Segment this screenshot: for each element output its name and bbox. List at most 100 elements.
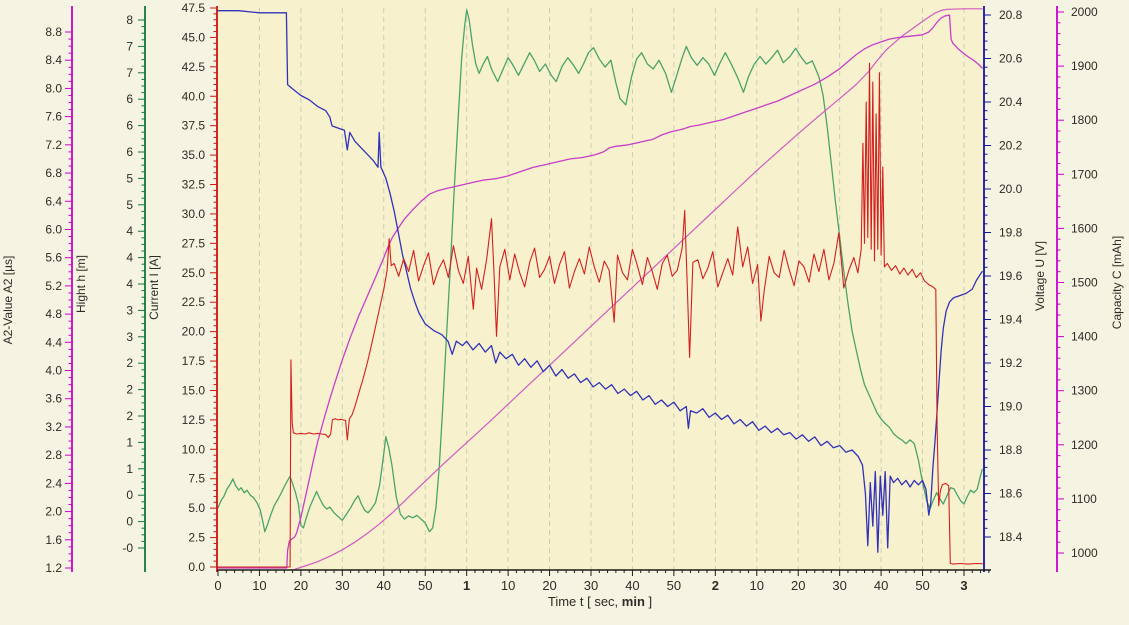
- axis-current-title: Current I [A]: [147, 255, 161, 320]
- axis-a2-tick-label: 5.6: [45, 251, 62, 265]
- axis-voltage-tick-label: 20.6: [999, 52, 1023, 66]
- x-axis: 0 10 20 30 40 50 1 10 20 30 40 50 2 10 20 30 40 50 3 Time t…: [214, 569, 991, 609]
- axis-capacity-tick-label: 1300: [1071, 384, 1098, 398]
- axis-capacity-tick-label: 1400: [1071, 330, 1098, 344]
- axis-hight-tick-label: 0: [126, 515, 133, 529]
- axis-current-tick-label: 35.0: [182, 148, 206, 162]
- x-axis-tick-label: 50: [667, 578, 681, 593]
- x-axis-tick-label: 10: [501, 578, 515, 593]
- series-voltage: [217, 10, 983, 553]
- axis-current-tick-label: 27.5: [182, 236, 206, 250]
- x-axis-tick-label: 1: [463, 578, 470, 593]
- axis-a2-tick-label: 6.4: [45, 194, 62, 208]
- axis-hight-tick-label: 3: [126, 330, 133, 344]
- axis-current-tick-label: 47.5: [182, 1, 206, 15]
- axis-current-tick-label: 45.0: [182, 30, 206, 44]
- x-axis-tick-label: 20: [294, 578, 308, 593]
- x-axis-tick-label: 50: [915, 578, 929, 593]
- axis-a2-tick-label: 3.2: [45, 420, 62, 434]
- series-hight: [217, 9, 983, 533]
- x-axis-tick-label: 40: [377, 578, 391, 593]
- axis-current-tick-label: 17.5: [182, 354, 206, 368]
- axis-hight-tick-label: 1: [126, 435, 133, 449]
- axis-capacity-tick-label: 1600: [1071, 221, 1098, 235]
- axis-a2-tick-label: 2.4: [45, 476, 62, 490]
- axis-current-tick-label: 2.5: [188, 531, 205, 545]
- series-capacity: [294, 8, 983, 570]
- x-axis-tick-label: 2: [712, 578, 719, 593]
- axis-a2-tick-label: 5.2: [45, 279, 62, 293]
- x-axis-title: Time t [ sec, min ]: [548, 594, 652, 609]
- series-group: [217, 8, 983, 570]
- x-axis-tick-label: 10: [750, 578, 764, 593]
- axis-a2: 8.8 8.4 8.0 7.6 7.2 6.8 6.4 6.0 5.6 5.2 4.8 4.4 4.0 3…: [1, 6, 73, 575]
- axis-current-tick-label: 30.0: [182, 207, 206, 221]
- x-axis-tick-label: 50: [418, 578, 432, 593]
- axis-a2-tick-label: 4.8: [45, 307, 62, 321]
- axis-voltage-tick-label: 20.2: [999, 139, 1023, 153]
- axis-hight-tick-label: 4: [126, 277, 133, 291]
- axis-a2-tick-label: 6.8: [45, 166, 62, 180]
- axis-capacity-tick-label: 1700: [1071, 167, 1098, 181]
- axis-hight: 8 7 7 6 6 6 5 5 4 4 4 3 3 2 2 2 1 1 0 0 -0 Hight h [m]: [74, 6, 146, 572]
- axis-current-tick-label: 40.0: [182, 89, 206, 103]
- axis-a2-tick-label: 7.2: [45, 138, 62, 152]
- axis-hight-tick-label: 6: [126, 92, 133, 106]
- x-axis-tick-label: 3: [960, 578, 967, 593]
- x-axis-tick-label: 30: [584, 578, 598, 593]
- axis-voltage-title: Voltage U [V]: [1033, 241, 1047, 311]
- axis-hight-tick-label: 8: [126, 13, 133, 27]
- gridlines: [258, 8, 965, 570]
- axis-voltage-tick-label: 18.4: [999, 530, 1023, 544]
- axis-voltage-tick-label: 19.6: [999, 269, 1023, 283]
- axis-current-tick-label: 10.0: [182, 442, 206, 456]
- axis-hight-title: Hight h [m]: [74, 255, 88, 313]
- axis-current-tick-label: 5.0: [188, 501, 205, 515]
- axis-hight-tick-label: 2: [126, 356, 133, 370]
- axis-voltage-tick-label: 19.0: [999, 400, 1023, 414]
- axis-voltage-tick-label: 20.8: [999, 8, 1023, 22]
- axis-voltage-tick-label: 18.8: [999, 443, 1023, 457]
- axis-hight-tick-label: 2: [126, 383, 133, 397]
- x-axis-tick-label: 20: [542, 578, 556, 593]
- axis-current-tick-label: 42.5: [182, 60, 206, 74]
- axis-current-tick-label: 25.0: [182, 266, 206, 280]
- axis-a2-tick-label: 8.8: [45, 25, 62, 39]
- axis-a2-tick-label: 8.4: [45, 53, 62, 67]
- axis-current: 47.5 45.0 42.5 40.0 37.5 35.0 32.5 30.0 27.5 25.0…: [147, 1, 218, 574]
- plot-area: [217, 0, 984, 570]
- x-axis-tick-label: 20: [791, 578, 805, 593]
- x-axis-tick-label: 40: [874, 578, 888, 593]
- axis-a2-tick-label: 4.0: [45, 364, 62, 378]
- axis-a2-tick-label: 2.0: [45, 505, 62, 519]
- axis-capacity-tick-label: 1800: [1071, 113, 1098, 127]
- axis-voltage-tick-label: 18.6: [999, 487, 1023, 501]
- axis-a2-tick-label: 4.4: [45, 335, 62, 349]
- axis-hight-tick-label: 5: [126, 198, 133, 212]
- axis-hight-tick-label: 0: [126, 488, 133, 502]
- axis-hight-tick-label: 6: [126, 145, 133, 159]
- axis-hight-tick-label: 5: [126, 171, 133, 185]
- axis-hight-tick-label: 6: [126, 119, 133, 133]
- axis-capacity-tick-label: 1500: [1071, 276, 1098, 290]
- axis-capacity-title: Capacity C [mAh]: [1110, 236, 1124, 329]
- x-axis-tick-label: 0: [214, 578, 221, 593]
- axis-hight-tick-label: 3: [126, 303, 133, 317]
- axis-voltage-tick-label: 19.8: [999, 226, 1023, 240]
- axis-a2-title: A2-Value A2 [µs]: [1, 256, 15, 345]
- axis-current-tick-label: 22.5: [182, 295, 206, 309]
- axis-current-tick-label: 32.5: [182, 178, 206, 192]
- axis-hight-tick-label: 2: [126, 409, 133, 423]
- axis-capacity-tick-label: 1100: [1071, 492, 1097, 506]
- x-axis-tick-label: 30: [335, 578, 349, 593]
- axis-a2-tick-label: 1.6: [45, 533, 62, 547]
- axis-capacity: 2000 1900 1800 1700 1600 1500 1400 1300 1200 1100…: [1056, 5, 1124, 572]
- axis-a2-tick-label: 1.2: [45, 561, 62, 575]
- axis-voltage-tick-label: 19.2: [999, 356, 1023, 370]
- axis-capacity-tick-label: 1900: [1071, 59, 1098, 73]
- series-a2: [217, 14, 983, 569]
- axis-voltage-tick-label: 19.4: [999, 313, 1023, 327]
- axis-a2-tick-label: 7.6: [45, 110, 62, 124]
